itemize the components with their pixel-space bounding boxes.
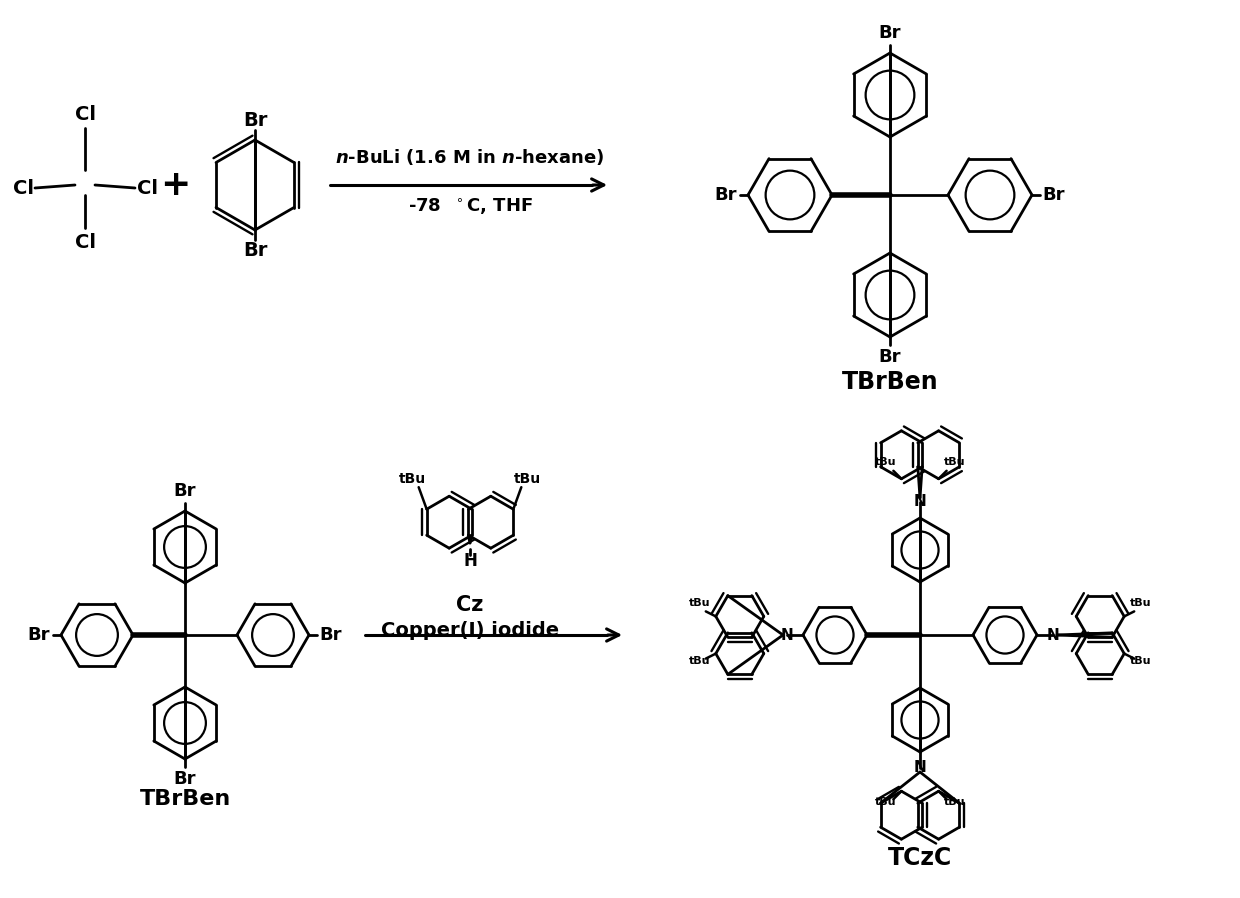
Text: -78  $^\circ$C, THF: -78 $^\circ$C, THF <box>408 197 532 217</box>
Text: Br: Br <box>174 770 196 788</box>
Text: $\bfit{n}$-BuLi (1.6 M in $\bfit{n}$-hexane): $\bfit{n}$-BuLi (1.6 M in $\bfit{n}$-hex… <box>335 147 605 167</box>
Text: Br: Br <box>1043 186 1065 204</box>
Text: tBu: tBu <box>689 656 711 665</box>
Text: tBu: tBu <box>944 457 966 467</box>
Text: TBrBen: TBrBen <box>139 789 231 809</box>
Text: Br: Br <box>714 186 738 204</box>
Text: H: H <box>463 552 477 570</box>
Text: Br: Br <box>879 24 901 42</box>
Text: N: N <box>914 495 926 509</box>
Text: tBu: tBu <box>1130 598 1151 609</box>
Text: tBu: tBu <box>874 457 897 467</box>
Text: tBu: tBu <box>689 598 711 609</box>
Text: Br: Br <box>320 626 342 644</box>
Text: N: N <box>914 761 926 776</box>
Text: tBu: tBu <box>513 472 541 486</box>
Text: Cl: Cl <box>136 179 157 198</box>
Text: Br: Br <box>243 110 267 129</box>
Text: Copper(I) iodide: Copper(I) iodide <box>381 621 559 639</box>
Text: tBu: tBu <box>874 797 897 807</box>
Text: +: + <box>160 168 190 202</box>
Text: Br: Br <box>243 241 267 260</box>
Text: Cl: Cl <box>74 233 95 251</box>
Text: tBu: tBu <box>944 797 966 807</box>
Text: Cz: Cz <box>456 595 484 615</box>
Text: Br: Br <box>174 482 196 500</box>
Text: Br: Br <box>27 626 51 644</box>
Text: TCzC: TCzC <box>888 846 952 870</box>
Text: Cl: Cl <box>12 179 33 198</box>
Text: Cl: Cl <box>74 105 95 125</box>
Text: TBrBen: TBrBen <box>842 370 939 394</box>
Text: tBu: tBu <box>1130 656 1151 665</box>
Text: N: N <box>781 628 794 642</box>
Text: Br: Br <box>879 348 901 366</box>
Text: N: N <box>1047 628 1059 642</box>
Text: tBu: tBu <box>399 472 427 486</box>
